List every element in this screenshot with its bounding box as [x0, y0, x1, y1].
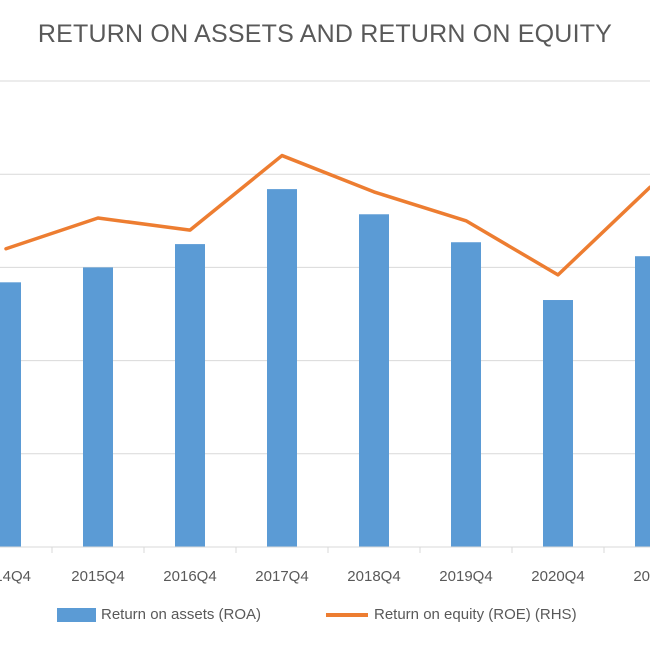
- legend-item-roe: Return on equity (ROE) (RHS): [326, 606, 577, 623]
- x-tick-label: 2021: [633, 568, 650, 585]
- x-tick-label: 2017Q4: [255, 568, 308, 585]
- legend-label-roe: Return on equity (ROE) (RHS): [374, 606, 577, 623]
- legend-swatch-roe: [326, 612, 368, 617]
- x-tick-label: 2020Q4: [531, 568, 584, 585]
- x-tick-label: 2016Q4: [163, 568, 216, 585]
- x-tick-label: 2019Q4: [439, 568, 492, 585]
- roe-line: [4, 153, 650, 277]
- chart-title: RETURN ON ASSETS AND RETURN ON EQUITY: [37, 20, 613, 48]
- legend: Return on assets (ROA) Return on equity …: [0, 606, 650, 630]
- legend-swatch-roa: [57, 607, 96, 622]
- roa-bar: [267, 189, 297, 547]
- legend-label-roa: Return on assets (ROA): [101, 606, 262, 623]
- x-tick-label: 14Q4: [0, 568, 31, 585]
- roa-bar: [543, 300, 573, 547]
- roa-bar: [451, 242, 481, 547]
- roa-bar: [83, 267, 113, 547]
- roa-bar: [359, 214, 389, 547]
- x-tick-label: 2015Q4: [71, 568, 124, 585]
- roa-bars: [0, 189, 650, 547]
- x-tick-label: 2018Q4: [347, 568, 400, 585]
- legend-item-roa: Return on assets (ROA): [57, 606, 261, 623]
- roe-line-series: [4, 153, 650, 277]
- x-axis: 14Q4 2015Q4 2016Q4 2017Q4 2018Q4 2019Q4 2020Q4…: [0, 546, 650, 585]
- roa-bar: [175, 244, 205, 547]
- roa-bar: [635, 256, 650, 547]
- roa-bar: [0, 282, 21, 547]
